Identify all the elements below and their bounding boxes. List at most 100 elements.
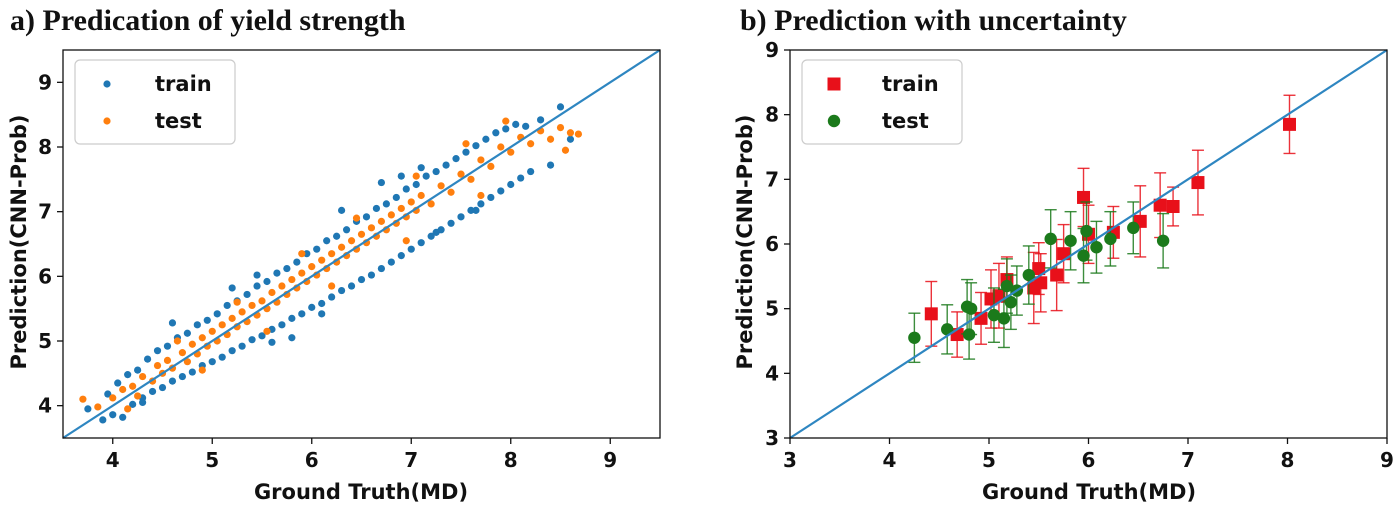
panel-a-legend-label-train: train [155, 72, 212, 96]
panel-a-test-point [173, 337, 182, 345]
panel-b-test-point [941, 323, 954, 336]
panel-a-train-point [417, 239, 425, 247]
panel-a-train-point [372, 204, 381, 213]
panel-a-test-point [308, 263, 316, 271]
panel-b-y-tick-label: 4 [765, 361, 779, 385]
panel-b-test-point [1090, 241, 1103, 254]
panel-a-train-point [253, 282, 261, 290]
panel-a-train-point [99, 416, 107, 424]
panel-a-train-point [288, 334, 296, 342]
panel-a-train-point [148, 387, 157, 396]
panel-a-prediction-scatter: a) Predication of yield strength 4 5 6 7 8 94… [7, 4, 661, 504]
panel-a-plot-area [62, 49, 661, 439]
panel-a-train-point [298, 310, 306, 318]
panel-b-x-tick-label: 6 [1082, 448, 1096, 472]
panel-a-test-point [318, 256, 326, 264]
panel-a-train-point [422, 172, 430, 180]
panel-a-train-point [556, 103, 565, 111]
panel-a-test-point [163, 356, 172, 364]
panel-a-train-point [512, 120, 520, 128]
panel-a-train-point [228, 284, 236, 292]
panel-a-test-point [183, 358, 191, 366]
panel-a-test-point [139, 372, 147, 381]
panel-b-y-tick-label: 3 [765, 426, 779, 450]
panel-a-train-point [333, 232, 341, 240]
panel-a-ticks: 4 5 6 7 8 9 4 5 6 7 8 9 [38, 70, 617, 472]
panel-a-test-point [278, 282, 286, 290]
panel-b-test-point [964, 302, 978, 315]
panel-a-train-point [472, 206, 480, 214]
panel-a-y-tick-label: 9 [38, 70, 52, 94]
panel-a-train-point [203, 316, 211, 324]
panel-b-legend: train test [801, 59, 963, 145]
panel-a-train-point [482, 135, 490, 143]
panel-a-test-point [298, 269, 306, 277]
panel-a-test-point [129, 382, 137, 390]
panel-a-test-point [248, 301, 256, 310]
panel-a-test-point [477, 191, 485, 200]
panel-a-train-point [178, 372, 186, 381]
panel-a-x-tick-label: 7 [404, 448, 418, 472]
panel-a-legend: train test [74, 59, 236, 145]
panel-a-legend-marker-test [103, 117, 111, 125]
panel-a-train-point [153, 347, 162, 355]
panel-b-y-tick-label: 6 [765, 232, 779, 256]
panel-a-train-point [472, 142, 480, 150]
panel-a-train-point [397, 172, 405, 180]
panel-a-test-point [228, 314, 236, 322]
panel-a-train-point [84, 405, 92, 413]
panel-a-train-point [228, 347, 236, 355]
panel-a-y-tick-label: 6 [38, 264, 52, 288]
panel-a-train-point [517, 174, 525, 182]
panel-a-train-point [129, 400, 137, 408]
panel-a-train-point [347, 282, 356, 290]
panel-a-train-point [124, 371, 132, 379]
panel-a-train-point [546, 161, 555, 169]
panel-a-train-point [392, 193, 400, 202]
panel-b-test-point [1080, 224, 1093, 238]
panel-b-test-point [908, 331, 921, 344]
panel-a-train-point [208, 358, 216, 366]
panel-a-test-point [238, 308, 246, 316]
panel-b-test-point [1104, 232, 1117, 246]
panel-a-identity-line [62, 49, 661, 439]
panel-a-x-tick-label: 5 [205, 448, 219, 472]
panel-a-legend-box [74, 59, 236, 145]
panel-a-train-point [119, 413, 127, 421]
panel-b-y-axis-label: Prediction(CNN-Prob) [733, 115, 757, 370]
panel-a-test-point [437, 182, 445, 190]
panel-a-train-point [566, 135, 575, 143]
panel-a-train-point [158, 383, 167, 392]
panel-a-train-point [382, 200, 390, 208]
panel-a-train-point [163, 342, 172, 350]
panel-a-train-point [139, 398, 147, 407]
panel-a-train-point [278, 321, 286, 329]
panel-a-y-tick-label: 4 [38, 394, 52, 418]
panel-a-test-point [467, 175, 475, 183]
panel-a-train-point [432, 167, 440, 176]
panel-b-legend-box [801, 59, 963, 145]
panel-b-ticks: 3 4 5 6 7 8 9 3 4 5 6 7 8 9 [765, 38, 1394, 472]
panel-a-train-point [338, 206, 346, 214]
panel-a-train-point [432, 228, 440, 236]
panel-a-x-tick-label: 4 [106, 448, 120, 472]
panel-b-test-point [1044, 232, 1057, 246]
panel-a-test-point [377, 217, 385, 225]
panel-a-test-point [119, 385, 127, 394]
panel-a-train-point [253, 271, 261, 279]
panel-a-train-point [457, 213, 465, 221]
panel-a-train-point [492, 129, 500, 137]
panel-a-train-point [387, 258, 395, 266]
panel-a-train-point [248, 336, 256, 344]
panel-a-legend-marker-train [103, 80, 111, 88]
panel-a-train-point [288, 314, 296, 322]
panel-a-test-point [198, 334, 206, 342]
panel-a-train-point [442, 161, 450, 169]
panel-b-uncertainty-scatter: b) Prediction with uncertainty 3 4 5 6 7 8 9 3 4… [733, 4, 1394, 504]
panel-a-train-point [238, 342, 246, 350]
panel-a-train-point [283, 264, 291, 273]
panel-a-train-point [477, 200, 485, 208]
panel-a-train-point [193, 321, 201, 329]
panel-a-test-point [397, 204, 405, 213]
